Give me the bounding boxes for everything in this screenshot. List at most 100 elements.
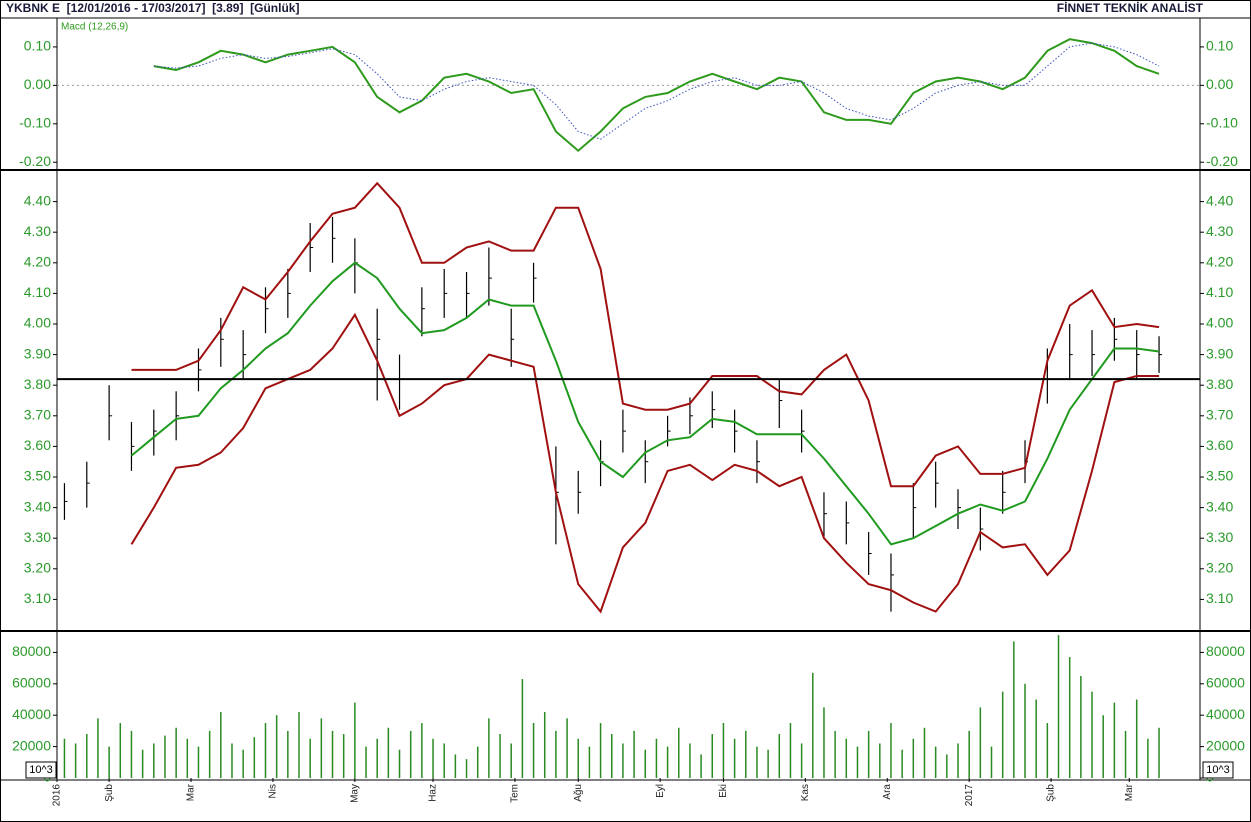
volume-bar: [141, 749, 144, 778]
volume-bar: [208, 730, 211, 778]
volume-bar: [856, 746, 859, 778]
y-tick-label: 3.30: [24, 529, 51, 545]
volume-bar: [1124, 730, 1127, 778]
x-tick-label: Şub: [104, 784, 115, 802]
y-tick-label: 3.10: [1206, 590, 1233, 606]
volume-bar: [957, 743, 959, 778]
volume-bar: [555, 730, 557, 778]
volume-bar: [689, 743, 691, 778]
volume-bar: [153, 743, 155, 778]
volume-bar: [186, 738, 189, 778]
volume-bar: [521, 679, 524, 778]
volume-bar: [923, 727, 926, 778]
y-tick-label: 0.10: [24, 38, 51, 54]
y-tick-label: 3.80: [24, 376, 51, 392]
y-tick-label: 40000: [12, 706, 51, 722]
volume-bar: [566, 718, 568, 778]
volume-bar: [275, 715, 278, 778]
volume-bar: [845, 738, 848, 778]
x-tick-label: Haz: [428, 784, 439, 802]
volume-bar: [901, 749, 903, 778]
volume-bar: [789, 723, 792, 778]
y-tick-label: 4.10: [24, 284, 51, 300]
volume-bar: [309, 738, 311, 778]
y-tick-label: 3.20: [24, 560, 51, 576]
volume-bar: [476, 746, 479, 778]
volume-bar: [968, 730, 970, 778]
volume-bar: [800, 743, 803, 778]
volume-bar: [465, 759, 468, 778]
unit-box: [1202, 761, 1234, 779]
x-tick-label: Tem: [510, 784, 521, 803]
y-tick-label: 4.40: [1206, 192, 1233, 208]
volume-bar: [97, 718, 99, 778]
y-tick-label: 4.00: [1206, 315, 1233, 331]
volume-bar: [499, 734, 501, 778]
volume-bar: [879, 743, 881, 778]
volume-bar: [231, 743, 233, 778]
volume-bar: [610, 734, 613, 778]
volume-bar: [745, 730, 747, 778]
volume-bar: [365, 746, 367, 778]
volume-bar: [778, 734, 781, 778]
volume-bar: [1035, 699, 1037, 778]
volume-bar: [1068, 657, 1071, 778]
y-tick-label: 3.40: [24, 498, 51, 514]
series-line: [131, 181, 1160, 488]
volume-bar: [655, 738, 658, 778]
y-tick-label: 0.10: [1206, 38, 1233, 54]
y-tick-label: 3.20: [1206, 560, 1233, 576]
y-tick-label: 3.30: [1206, 529, 1233, 545]
volume-bar: [532, 723, 535, 778]
x-tick-label: 2016: [52, 784, 63, 807]
volume-bar: [1013, 641, 1015, 778]
volume-bar: [543, 712, 546, 778]
x-tick-label: Mar: [1124, 783, 1135, 801]
y-tick-label: 4.10: [1206, 284, 1233, 300]
y-tick-label: 3.10: [24, 590, 51, 606]
y-tick-label: 3.90: [1206, 345, 1233, 361]
volume-bar: [1113, 702, 1116, 778]
y-tick-label: 4.00: [24, 315, 51, 331]
x-tick-label: Nis: [268, 784, 279, 798]
y-tick-label: 80000: [1206, 643, 1245, 659]
volume-bar: [376, 738, 378, 778]
volume-bar: [220, 712, 222, 778]
volume-bar: [990, 746, 993, 778]
x-tick-label: Eki: [718, 784, 729, 798]
volume-bar: [108, 746, 110, 778]
volume-bar: [1135, 699, 1138, 778]
volume-bar: [867, 730, 870, 778]
volume-bar: [700, 754, 702, 778]
legend-label: Macd (12,26,9): [61, 22, 128, 33]
volume-bar: [599, 723, 602, 778]
y-tick-label: 3.40: [1206, 498, 1233, 514]
x-tick-label: Eyl: [655, 784, 666, 798]
header-title: YKBNK E [12/01/2016 - 17/03/2017] [3.89]…: [6, 1, 299, 15]
volume-bar: [488, 718, 490, 778]
y-tick-label: 3.90: [24, 345, 51, 361]
volume-bar: [666, 746, 669, 778]
volume-bar: [443, 743, 445, 778]
y-tick-label: 3.60: [24, 437, 51, 453]
y-tick-label: 3.50: [1206, 468, 1233, 484]
volume-bar: [164, 735, 166, 778]
volume-bar: [934, 746, 937, 778]
volume-bar: [633, 730, 635, 778]
volume-bar: [197, 746, 200, 778]
volume-bar: [63, 738, 66, 778]
volume-bar: [1091, 691, 1093, 778]
volume-bar: [119, 723, 122, 778]
volume-bar: [409, 730, 412, 778]
y-tick-label: 20000: [12, 737, 51, 753]
volume-bar: [421, 723, 423, 778]
x-tick-label: Kas: [800, 784, 811, 801]
unit-label: 10^3: [29, 764, 53, 776]
volume-bar: [946, 754, 948, 778]
volume-bar: [890, 723, 892, 778]
volume-bar: [130, 730, 133, 778]
volume-bar: [454, 754, 457, 778]
volume-bar: [812, 672, 814, 778]
y-tick-label: 4.40: [24, 192, 51, 208]
unit-label: 10^3: [1206, 764, 1230, 776]
